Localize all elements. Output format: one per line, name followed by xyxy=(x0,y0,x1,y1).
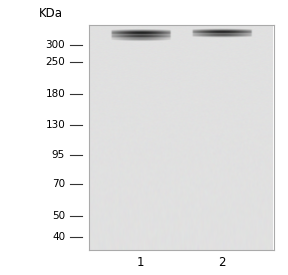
Text: 50: 50 xyxy=(52,211,65,221)
Text: 250: 250 xyxy=(45,57,65,67)
Text: 300: 300 xyxy=(46,40,65,50)
Text: 70: 70 xyxy=(52,179,65,189)
Text: 130: 130 xyxy=(45,120,65,130)
Text: 40: 40 xyxy=(52,232,65,243)
Text: 180: 180 xyxy=(45,89,65,99)
Text: KDa: KDa xyxy=(38,7,62,20)
Text: 95: 95 xyxy=(52,150,65,160)
